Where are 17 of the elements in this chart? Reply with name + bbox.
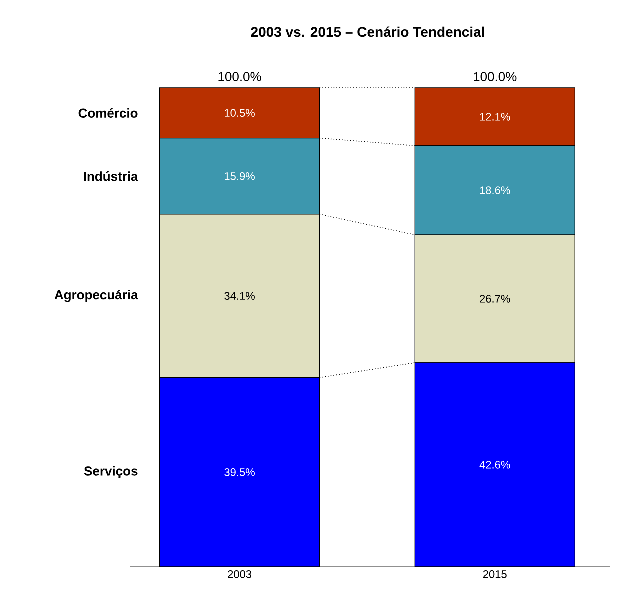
series-label: Comércio bbox=[78, 108, 138, 118]
chart-title: 2003 vs. 2015 – Cenário Tendencial bbox=[251, 26, 484, 38]
series-label: Indústria bbox=[84, 172, 138, 182]
series-label: Agropecuária bbox=[54, 290, 138, 302]
x-tick-label: 2003 bbox=[228, 570, 252, 578]
data-label: 10.5% bbox=[225, 109, 255, 118]
total-label: 100.0% bbox=[218, 72, 262, 82]
data-label: 15.9% bbox=[225, 172, 255, 180]
data-label: 26.7% bbox=[480, 295, 510, 303]
data-label: 34.1% bbox=[224, 292, 255, 300]
x-tick-label: 2015 bbox=[483, 570, 507, 578]
total-label: 100.0% bbox=[474, 72, 517, 82]
series-label: Serviços bbox=[84, 466, 138, 478]
data-label: 39.5% bbox=[224, 468, 255, 476]
data-label: 18.6% bbox=[480, 186, 510, 194]
data-label: 42.6% bbox=[480, 461, 510, 469]
data-label: 12.1% bbox=[480, 113, 510, 121]
